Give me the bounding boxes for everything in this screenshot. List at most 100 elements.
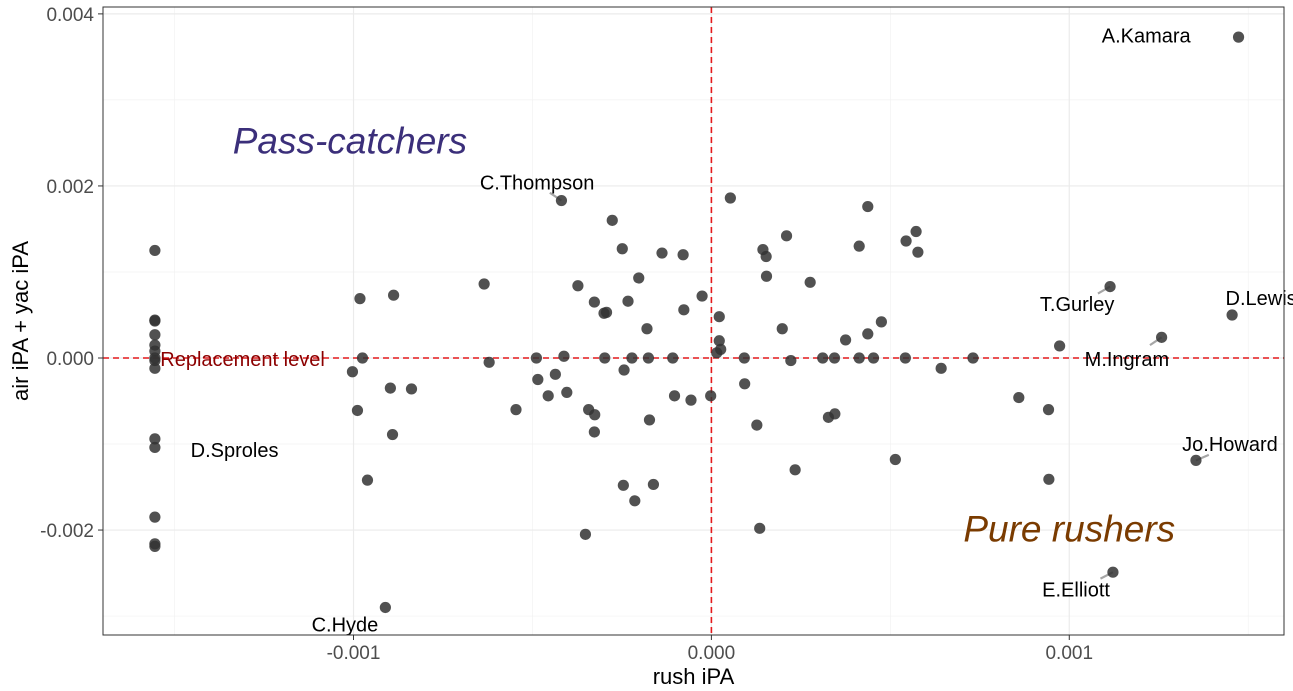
data-point xyxy=(900,235,912,247)
data-point xyxy=(760,250,772,263)
data-point xyxy=(588,296,600,308)
data-point xyxy=(549,368,561,380)
data-point xyxy=(705,390,717,402)
data-point xyxy=(149,354,161,367)
data-point xyxy=(346,366,359,378)
data-point xyxy=(839,334,852,346)
data-point xyxy=(780,230,793,242)
data-point xyxy=(379,601,391,614)
data-point xyxy=(1104,280,1116,293)
data-point xyxy=(629,495,641,507)
data-point xyxy=(867,352,880,364)
data-point xyxy=(561,386,573,399)
data-point xyxy=(384,382,396,394)
data-point xyxy=(817,352,829,364)
data-point xyxy=(626,352,638,364)
data-point xyxy=(1013,391,1025,404)
data-point xyxy=(647,478,660,491)
data-point xyxy=(677,249,689,261)
data-point xyxy=(899,352,911,364)
axes: -0.001 0.000 0.001 -0.002 0.000 0.002 0.004 xyxy=(40,5,1093,664)
data-point xyxy=(853,240,865,252)
data-point xyxy=(685,394,697,406)
data-point xyxy=(149,511,161,523)
data-point xyxy=(738,352,750,364)
data-point xyxy=(1226,309,1238,321)
pure-rushers-label: Pure rushers xyxy=(963,509,1175,550)
player-label: T.Gurley xyxy=(1040,294,1114,316)
data-point xyxy=(149,441,161,454)
data-point xyxy=(1232,31,1245,43)
data-point xyxy=(478,278,490,290)
data-point xyxy=(532,373,544,386)
player-label: C.Hyde xyxy=(312,615,379,637)
player-label: D.Lewis xyxy=(1226,288,1293,310)
data-point xyxy=(696,290,708,302)
player-label: C.Thompson xyxy=(480,172,595,194)
data-point xyxy=(1054,340,1066,352)
reference-lines xyxy=(103,7,1284,635)
data-point xyxy=(678,304,690,316)
data-point xyxy=(715,343,727,355)
data-point xyxy=(356,352,369,364)
data-point xyxy=(643,414,656,426)
data-point xyxy=(751,419,763,431)
data-point xyxy=(1042,404,1055,416)
data-point xyxy=(713,311,725,323)
data-point xyxy=(828,352,841,364)
player-label: E.Elliott xyxy=(1042,579,1110,601)
plot-panel-border xyxy=(102,6,1285,636)
data-point xyxy=(617,479,629,491)
x-tick-label: 0.001 xyxy=(1045,643,1093,664)
data-point xyxy=(1190,454,1202,466)
data-point xyxy=(589,409,601,421)
data-point xyxy=(530,352,542,364)
data-point xyxy=(149,540,161,552)
data-point xyxy=(579,528,592,540)
data-point xyxy=(149,315,161,327)
data-point xyxy=(910,225,922,238)
data-point xyxy=(862,200,874,213)
data-point xyxy=(558,350,570,362)
data-point xyxy=(387,289,400,301)
data-point xyxy=(724,192,736,204)
data-points xyxy=(149,31,1245,614)
data-point xyxy=(1043,473,1055,485)
player-label: D.Sproles xyxy=(191,440,279,462)
y-axis-title: air iPA + yac iPA xyxy=(8,241,33,401)
data-point xyxy=(967,352,979,364)
data-point xyxy=(483,356,495,368)
data-point xyxy=(616,243,628,255)
data-point xyxy=(829,408,841,420)
replacement-level-label: Replacement level xyxy=(160,349,325,371)
data-point xyxy=(760,270,773,282)
player-label: M.Ingram xyxy=(1085,349,1169,371)
y-tick-label: -0.002 xyxy=(40,521,94,542)
data-point xyxy=(622,295,634,307)
data-point xyxy=(149,362,161,374)
data-point xyxy=(667,352,679,364)
data-point xyxy=(149,329,161,341)
data-point xyxy=(1156,331,1168,343)
data-point xyxy=(862,328,874,340)
data-point xyxy=(149,433,161,445)
data-point xyxy=(599,352,611,364)
data-point xyxy=(600,306,613,318)
data-point xyxy=(889,453,901,466)
player-label: A.Kamara xyxy=(1102,25,1192,47)
data-point xyxy=(912,246,924,258)
player-label: Jo.Howard xyxy=(1182,434,1278,456)
x-tick-label: -0.001 xyxy=(327,643,381,664)
data-point xyxy=(739,378,751,390)
data-point xyxy=(713,335,725,347)
data-point xyxy=(510,404,522,416)
data-point xyxy=(641,323,653,335)
data-point xyxy=(776,323,788,335)
data-point xyxy=(804,276,816,288)
data-point xyxy=(935,362,947,374)
data-point xyxy=(354,293,366,305)
y-tick-label: 0.000 xyxy=(46,349,94,370)
data-point xyxy=(361,474,374,486)
data-point xyxy=(754,522,766,534)
